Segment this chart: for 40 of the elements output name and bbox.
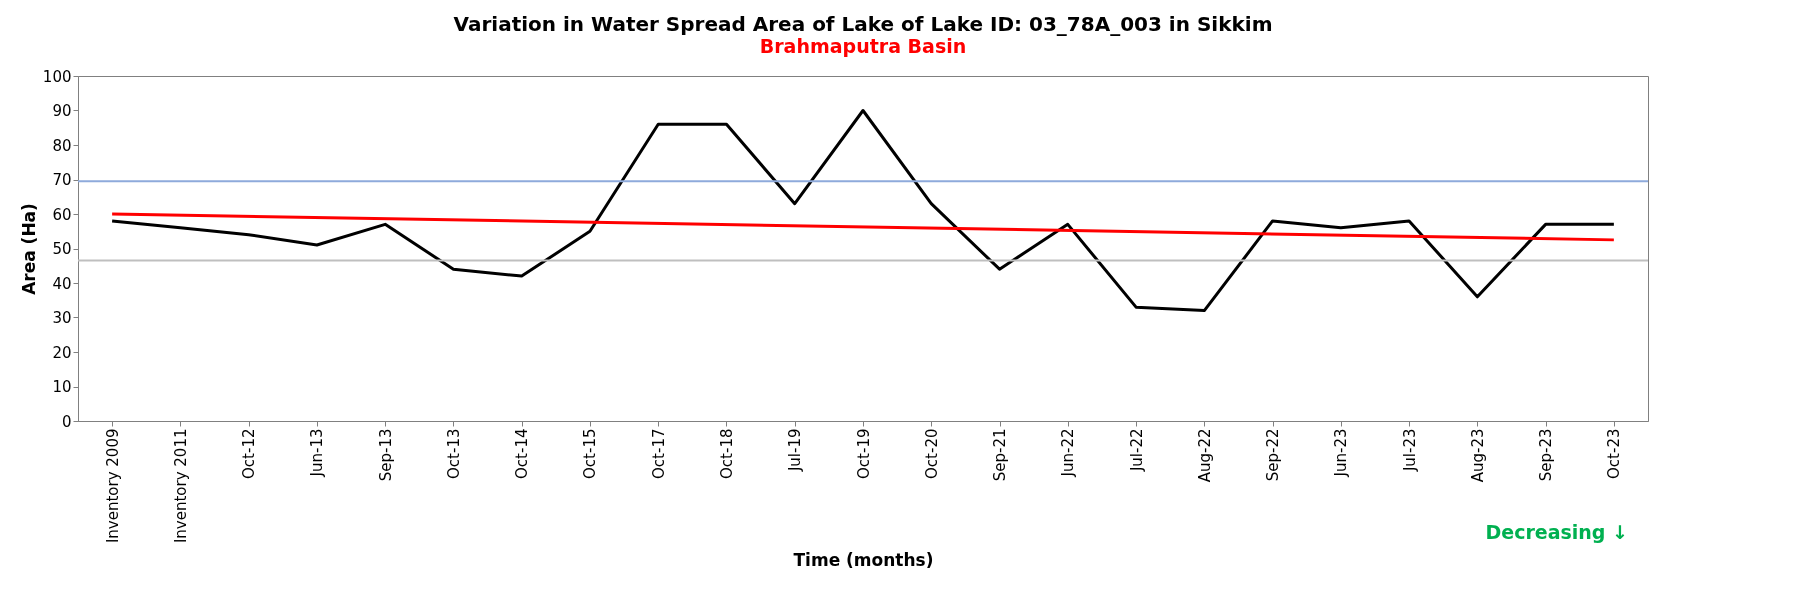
x-tick-label: Aug-23 <box>1468 428 1487 483</box>
x-tick-label: Aug-22 <box>1195 428 1214 483</box>
y-tick-label: 10 <box>52 378 72 396</box>
x-tick-label: Jul-22 <box>1127 428 1146 473</box>
y-tick-label: 90 <box>52 102 72 120</box>
x-tick-label: Oct-17 <box>649 428 668 479</box>
x-tick-label: Jul-23 <box>1400 428 1419 473</box>
y-tick-label: 60 <box>52 205 72 224</box>
x-tick-label: Oct-18 <box>717 428 736 479</box>
y-tick-label: 80 <box>52 136 72 155</box>
x-axis-title: Time (months) <box>793 550 934 571</box>
y-tick-label: 70 <box>52 171 72 189</box>
line-series <box>110 109 1616 313</box>
x-tick-label: Oct-23 <box>1605 428 1624 479</box>
x-tick-label: Sep-21 <box>991 428 1010 482</box>
x-tick-label: Oct-20 <box>922 428 941 479</box>
text: Decreasing ↓ <box>1485 521 1628 543</box>
x-tick-label: Sep-22 <box>1264 428 1283 482</box>
x-tick-label: Oct-15 <box>581 428 600 479</box>
x-tick-label: Inventory 2009 <box>103 428 122 544</box>
x-tick-label: Oct-12 <box>240 428 259 479</box>
x-tick-label: Jun-13 <box>308 428 327 478</box>
x-tick-label: Sep-13 <box>376 428 395 482</box>
y-tick-label: 30 <box>52 309 72 327</box>
x-tick-label: Sep-23 <box>1537 428 1556 482</box>
y-tick-label: 50 <box>52 240 72 258</box>
x-tick-label: Oct-13 <box>444 428 463 479</box>
x-tick-label: Oct-19 <box>854 428 873 479</box>
x-tick-label: Jul-19 <box>786 428 805 473</box>
x-tick-label: Inventory 2011 <box>171 428 190 544</box>
chart-subtitle: Brahmaputra Basin <box>759 35 967 57</box>
y-tick-label: 0 <box>61 412 72 431</box>
y-tick-label: 40 <box>52 274 72 293</box>
y-axis-title: Area (Ha) <box>18 203 39 295</box>
x-tick-label: Jun-23 <box>1332 428 1351 478</box>
y-tick-label: 100 <box>42 67 72 86</box>
x-tick-label: Jun-22 <box>1059 428 1078 478</box>
chart-title: Variation in Water Spread Area of Lake of Lake ID: 03_78A_003 in Sikkim <box>453 12 1273 36</box>
x-tick-label: Oct-14 <box>513 428 532 479</box>
y-tick-label: 20 <box>52 343 72 362</box>
